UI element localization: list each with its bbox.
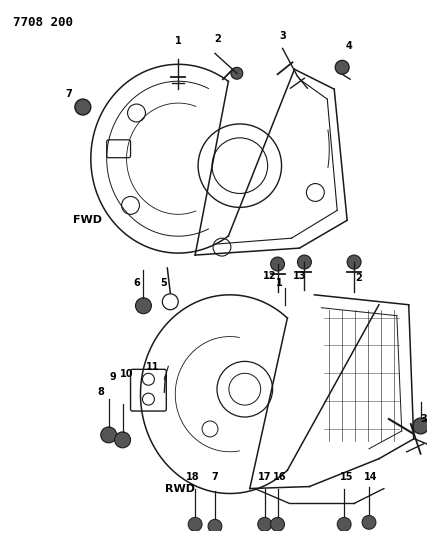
Circle shape: [270, 257, 285, 271]
Text: 4: 4: [346, 42, 353, 52]
Circle shape: [115, 432, 131, 448]
Circle shape: [75, 99, 91, 115]
Text: 18: 18: [186, 472, 200, 482]
Text: 3: 3: [279, 30, 286, 41]
Text: 11: 11: [146, 362, 159, 373]
Circle shape: [270, 518, 285, 531]
Text: 7: 7: [65, 89, 72, 99]
Text: 7708 200: 7708 200: [13, 15, 73, 29]
Text: 5: 5: [160, 278, 166, 288]
Text: 6: 6: [133, 278, 140, 288]
Text: 8: 8: [97, 387, 104, 397]
Text: RWD: RWD: [165, 483, 195, 494]
Circle shape: [188, 518, 202, 531]
Text: 17: 17: [258, 472, 271, 482]
Circle shape: [208, 519, 222, 533]
Circle shape: [136, 298, 152, 314]
Circle shape: [231, 67, 243, 79]
Text: 2: 2: [356, 273, 363, 283]
Text: 7: 7: [211, 472, 218, 482]
Text: 1: 1: [175, 36, 181, 46]
Text: 12: 12: [263, 271, 276, 281]
Text: FWD: FWD: [73, 215, 102, 225]
Text: 2: 2: [214, 35, 221, 44]
Text: 9: 9: [109, 372, 116, 382]
Circle shape: [337, 518, 351, 531]
Text: 3: 3: [420, 414, 427, 424]
Text: 1: 1: [276, 278, 283, 288]
Text: 16: 16: [273, 472, 286, 482]
Circle shape: [297, 255, 311, 269]
Circle shape: [101, 427, 117, 443]
Circle shape: [335, 60, 349, 74]
Text: 13: 13: [293, 271, 306, 281]
Circle shape: [413, 418, 428, 434]
Text: 14: 14: [364, 472, 378, 482]
Circle shape: [258, 518, 272, 531]
Text: 15: 15: [340, 472, 354, 482]
Text: 10: 10: [120, 369, 133, 379]
Circle shape: [362, 515, 376, 529]
Circle shape: [347, 255, 361, 269]
